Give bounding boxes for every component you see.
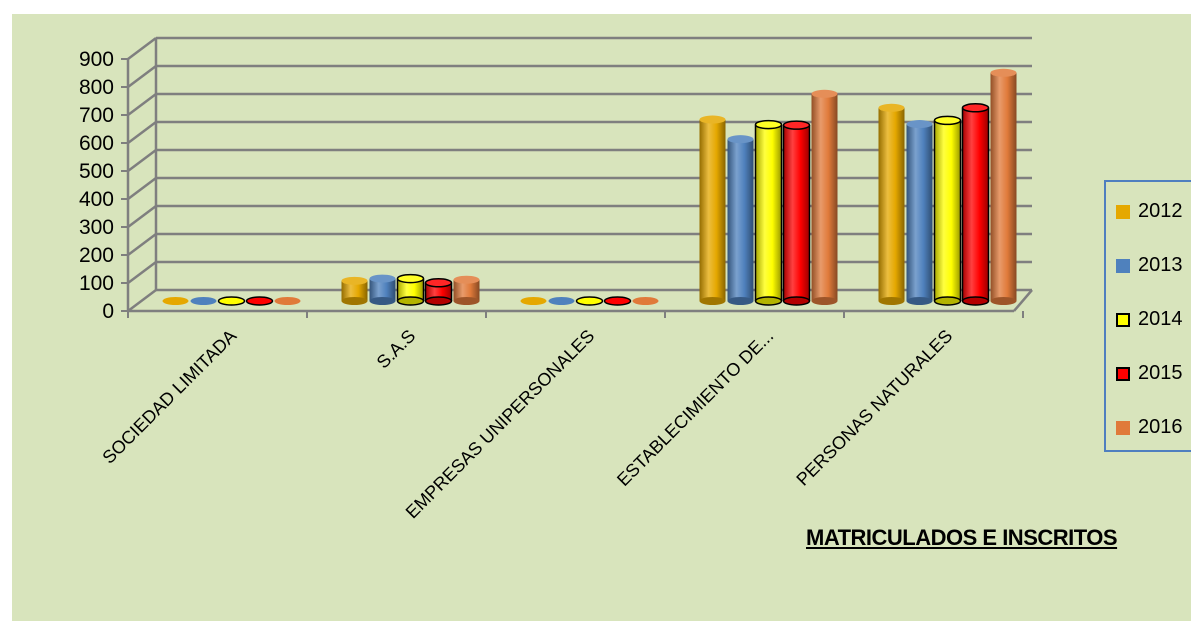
bar-2014 xyxy=(754,119,783,306)
y-tick-label: 0 xyxy=(102,300,114,323)
bar-2015 xyxy=(424,278,453,306)
gridline-depth xyxy=(127,93,157,116)
gridline-depth xyxy=(127,121,157,144)
gridline-depth xyxy=(127,289,157,312)
y-tick-label: 600 xyxy=(79,132,114,155)
bar-2015 xyxy=(961,103,990,306)
bar-2014 xyxy=(396,273,425,306)
gridline-depth xyxy=(127,205,157,228)
y-tick-label: 300 xyxy=(79,216,114,239)
bar-2014 xyxy=(933,115,962,306)
bar-2015 xyxy=(603,296,632,306)
x-category-label: EMPRESAS UNIPERSONALES xyxy=(402,326,599,523)
gridline-depth xyxy=(127,65,157,88)
bar-2013 xyxy=(727,135,754,305)
bar-2012 xyxy=(162,297,189,305)
x-category-label: S.A.S xyxy=(373,326,420,373)
bar-2014 xyxy=(217,296,246,306)
legend-item-2014: 2014 xyxy=(1116,308,1183,331)
gridline-depth xyxy=(127,37,157,60)
y-axis-ticks: 0 100 200 300 400 500 600 700 800 900 xyxy=(79,48,1024,323)
legend-label: 2013 xyxy=(1138,254,1183,276)
legend-item-2012: 2012 xyxy=(1116,200,1183,223)
bars xyxy=(162,68,1017,306)
bar-2012 xyxy=(520,297,547,305)
bar-2012 xyxy=(341,276,368,305)
legend-swatch xyxy=(1116,312,1130,327)
legend-item-2015: 2015 xyxy=(1116,362,1183,385)
legend-swatch xyxy=(1116,204,1130,219)
bar-2014 xyxy=(575,296,604,306)
chart-title: MATRICULADOS E INSCRITOS xyxy=(806,525,1118,550)
chart-area: 0 100 200 300 400 500 600 700 800 900 SOCIEDAD LI… xyxy=(12,14,1191,621)
y-tick-label: 800 xyxy=(79,76,114,99)
bar-2013 xyxy=(369,274,396,305)
legend-swatch xyxy=(1116,366,1130,381)
bar-2015 xyxy=(245,296,274,306)
legend-swatch xyxy=(1116,258,1130,273)
bar-2013 xyxy=(190,297,217,305)
x-category-label: SOCIEDAD LIMITADA xyxy=(98,326,240,468)
y-tick-label: 200 xyxy=(79,244,114,267)
gridline-depth xyxy=(127,149,157,172)
gridline-depth xyxy=(127,177,157,200)
floor-edge xyxy=(1013,289,1033,312)
bar-2012 xyxy=(699,115,726,305)
bar-2016 xyxy=(453,275,480,305)
gridline-depth xyxy=(127,233,157,256)
bar-2016 xyxy=(811,89,838,305)
legend-label: 2012 xyxy=(1138,200,1183,222)
y-tick-label: 400 xyxy=(79,188,114,211)
x-category-label: PERSONAS NATURALES xyxy=(792,326,956,490)
legend-swatch xyxy=(1116,420,1130,435)
gridline-depth xyxy=(127,261,157,284)
bar-2013 xyxy=(548,297,575,305)
bar-2012 xyxy=(878,103,905,305)
legend-label: 2014 xyxy=(1138,308,1183,330)
bar-chart: 0 100 200 300 400 500 600 700 800 900 SOCIEDAD LI… xyxy=(79,36,1033,523)
legend-label: 2016 xyxy=(1138,416,1183,438)
legend-label: 2015 xyxy=(1138,362,1183,384)
y-tick-label: 100 xyxy=(79,272,114,295)
x-category-label: ESTABLECIMIENTO DE... xyxy=(613,326,777,490)
y-tick-label: 900 xyxy=(79,48,114,71)
legend-item-2016: 2016 xyxy=(1116,416,1183,439)
bar-2016 xyxy=(632,297,659,305)
bar-2013 xyxy=(906,120,933,305)
legend: 2012 2013 2014 2015 2016 xyxy=(1104,180,1191,452)
y-tick-label: 700 xyxy=(79,104,114,127)
legend-item-2013: 2013 xyxy=(1116,254,1183,277)
bar-2015 xyxy=(782,120,811,306)
y-tick-label: 500 xyxy=(79,160,114,183)
bar-2016 xyxy=(990,68,1017,305)
bar-2016 xyxy=(274,297,301,305)
